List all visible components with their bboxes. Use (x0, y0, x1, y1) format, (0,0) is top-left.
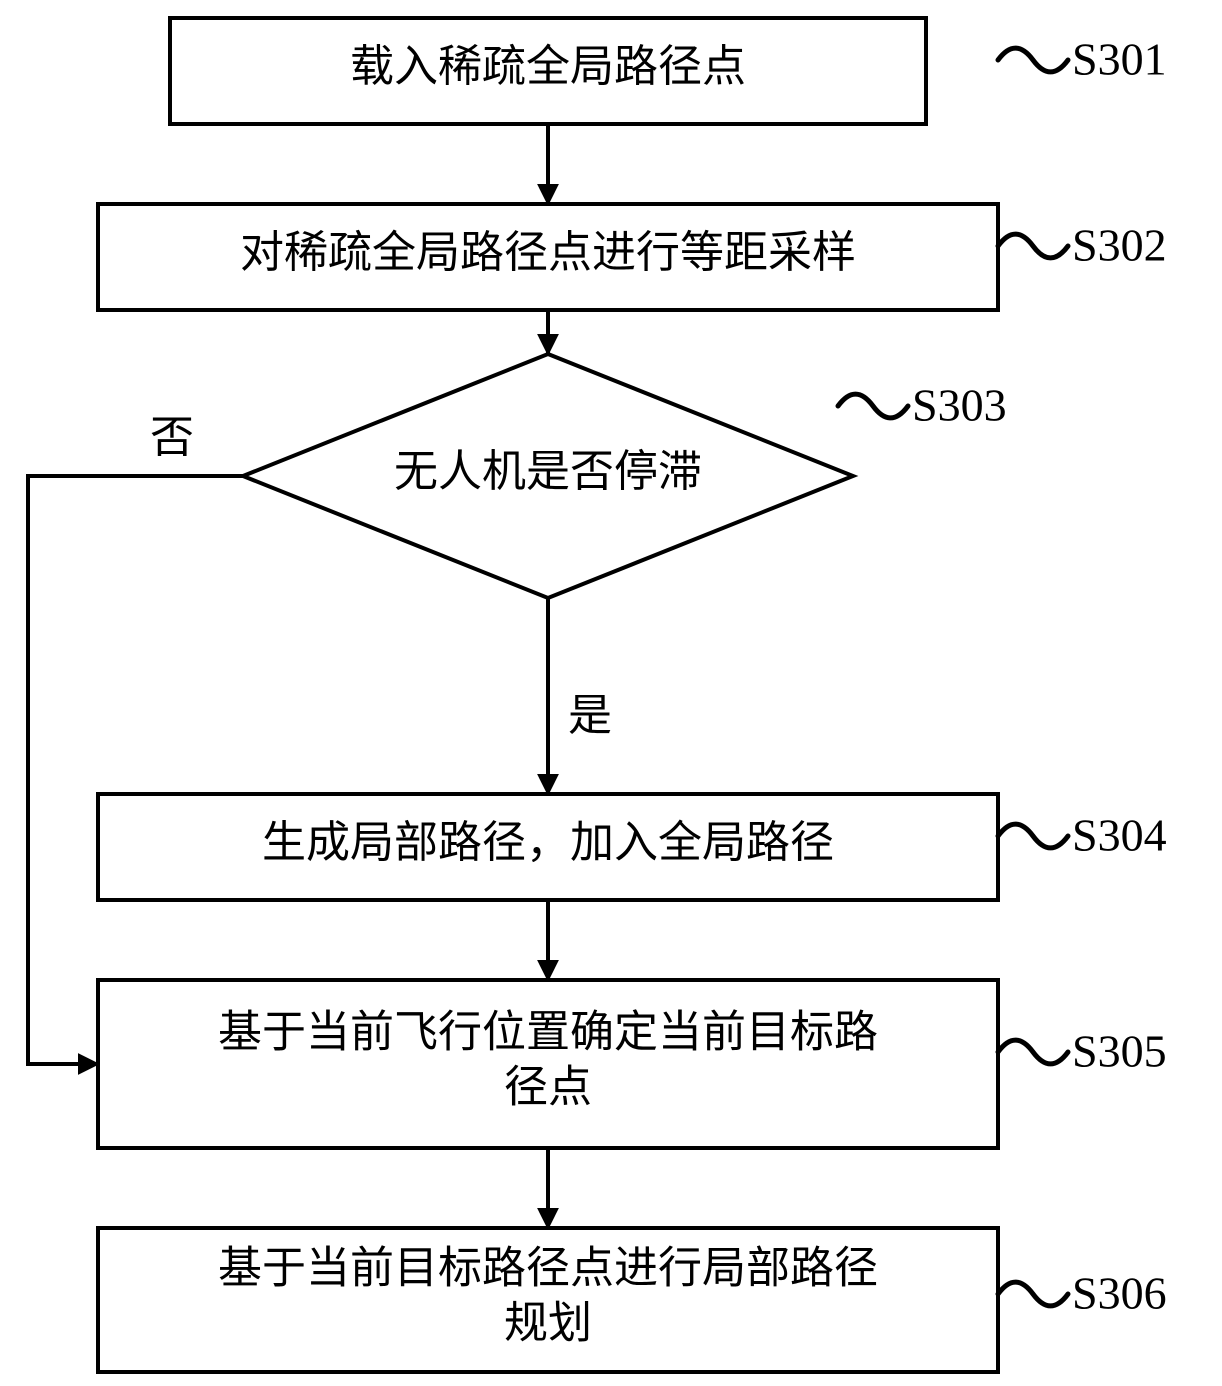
step-wave-L303 (838, 394, 908, 418)
step-wave-L302 (998, 234, 1068, 258)
step-wave-L306 (998, 1282, 1068, 1306)
node-text-n302-l0: 对稀疏全局路径点进行等距采样 (240, 228, 856, 277)
step-wave-L305 (998, 1040, 1068, 1064)
node-text-n303-l0: 无人机是否停滞 (394, 447, 702, 496)
step-label-L303: S303 (912, 380, 1007, 431)
edge-label-e6: 否 (150, 413, 194, 462)
step-label-L305: S305 (1072, 1026, 1167, 1077)
edge-e6 (28, 476, 243, 1064)
step-wave-L304 (998, 824, 1068, 848)
step-label-L304: S304 (1072, 810, 1167, 861)
node-text-n306-l0: 基于当前目标路径点进行局部路径 (218, 1244, 878, 1293)
step-label-L301: S301 (1072, 34, 1167, 85)
step-label-L306: S306 (1072, 1268, 1167, 1319)
node-text-n305-l0: 基于当前飞行位置确定当前目标路 (218, 1008, 878, 1057)
edge-label-e3: 是 (568, 691, 612, 740)
node-text-n306-l1: 规划 (504, 1299, 592, 1348)
step-label-L302: S302 (1072, 220, 1167, 271)
flowchart-canvas: 是 否 载入稀疏全局路径点对稀疏全局路径点进行等距采样无人机是否停滞生成局部路径，加… (0, 0, 1222, 1386)
node-text-n304-l0: 生成局部路径，加入全局路径 (262, 818, 834, 867)
node-text-n305-l1: 径点 (504, 1063, 592, 1112)
step-wave-L301 (998, 48, 1068, 72)
node-text-n301-l0: 载入稀疏全局路径点 (350, 42, 746, 91)
